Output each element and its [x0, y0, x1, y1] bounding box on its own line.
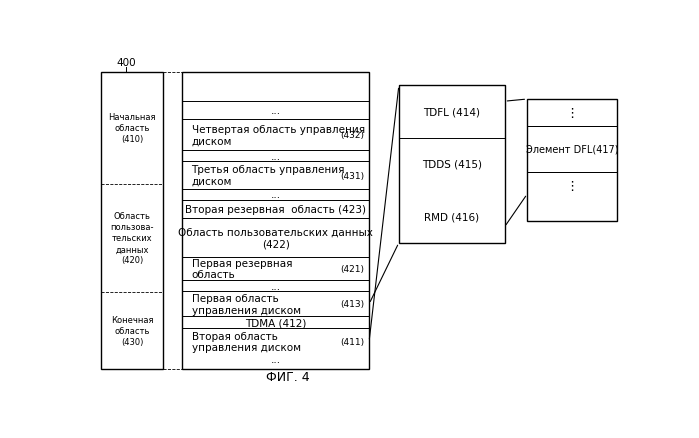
Text: Начальная
область
(410): Начальная область (410)	[108, 113, 156, 144]
Text: TDMA (412): TDMA (412)	[245, 318, 306, 328]
Text: (413): (413)	[340, 300, 365, 309]
Text: TDFL (414): TDFL (414)	[423, 107, 480, 117]
Text: (432): (432)	[340, 131, 365, 140]
Text: ...: ...	[271, 190, 281, 200]
Text: TDDS (415): TDDS (415)	[421, 159, 482, 170]
Text: ...: ...	[271, 354, 281, 364]
Text: RMD (416): RMD (416)	[424, 212, 480, 222]
Text: Область
пользова-
тельских
данных
(420): Область пользова- тельских данных (420)	[110, 212, 154, 265]
Text: Вторая резервная  область (423): Вторая резервная область (423)	[185, 205, 366, 214]
Text: Четвертая область управления
диском: Четвертая область управления диском	[192, 124, 365, 146]
Text: Область пользовательских данных
(422): Область пользовательских данных (422)	[178, 227, 373, 249]
Text: ⋮: ⋮	[565, 180, 579, 192]
Text: Первая резервная
область: Первая резервная область	[192, 258, 292, 280]
Text: Первая область
управления диском: Первая область управления диском	[192, 293, 301, 315]
Polygon shape	[399, 86, 505, 243]
Polygon shape	[101, 73, 163, 370]
Text: ...: ...	[271, 281, 281, 291]
Text: ⋮: ⋮	[565, 106, 579, 120]
Text: (411): (411)	[340, 337, 365, 346]
Polygon shape	[182, 73, 369, 370]
Text: (421): (421)	[340, 265, 365, 273]
Text: (431): (431)	[340, 171, 365, 180]
Text: ФИГ. 4: ФИГ. 4	[266, 370, 310, 383]
Text: Конечная
область
(430): Конечная область (430)	[111, 315, 153, 346]
Polygon shape	[527, 100, 617, 221]
Text: Третья область управления
диском: Третья область управления диском	[192, 165, 345, 187]
Text: 400: 400	[116, 58, 136, 68]
Text: ...: ...	[271, 151, 281, 161]
Text: ...: ...	[271, 106, 281, 116]
Text: Вторая область
управления диском: Вторая область управления диском	[192, 331, 301, 353]
Text: Элемент DFL(417): Элемент DFL(417)	[526, 145, 618, 155]
